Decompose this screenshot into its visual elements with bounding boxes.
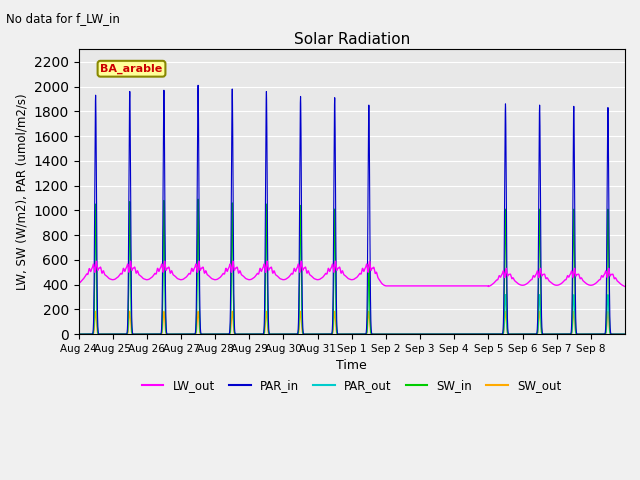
Text: BA_arable: BA_arable xyxy=(100,63,163,74)
Line: PAR_out: PAR_out xyxy=(79,199,625,334)
PAR_out xyxy=(194,196,202,202)
PAR_in xyxy=(225,331,233,336)
Title: Solar Radiation: Solar Radiation xyxy=(294,32,410,47)
X-axis label: Time: Time xyxy=(337,360,367,372)
SW_in xyxy=(263,217,271,223)
PAR_out xyxy=(575,331,582,337)
PAR_out xyxy=(497,331,505,337)
SW_out xyxy=(124,331,131,337)
PAR_out xyxy=(75,331,83,337)
Y-axis label: LW, SW (W/m2), PAR (umol/m2/s): LW, SW (W/m2), PAR (umol/m2/s) xyxy=(15,94,28,290)
SW_out xyxy=(538,329,545,335)
SW_in xyxy=(497,331,505,337)
PAR_in xyxy=(497,331,505,337)
PAR_in xyxy=(124,327,131,333)
PAR_in xyxy=(263,112,271,118)
Text: No data for f_LW_in: No data for f_LW_in xyxy=(6,12,120,25)
LW_out xyxy=(75,281,83,287)
Line: SW_out: SW_out xyxy=(79,312,625,334)
PAR_in xyxy=(75,331,83,337)
LW_out xyxy=(225,264,233,270)
LW_out xyxy=(263,260,271,265)
SW_in xyxy=(621,331,629,337)
SW_out xyxy=(225,331,233,337)
PAR_in xyxy=(575,331,582,337)
SW_out xyxy=(621,331,629,337)
PAR_out xyxy=(124,331,131,336)
SW_out xyxy=(92,309,99,314)
LW_out xyxy=(538,271,545,276)
PAR_out xyxy=(538,326,545,332)
SW_in xyxy=(225,331,233,337)
SW_out xyxy=(75,331,83,337)
PAR_out xyxy=(225,331,233,337)
Line: LW_out: LW_out xyxy=(79,261,625,287)
LW_out xyxy=(124,262,131,267)
LW_out xyxy=(497,273,505,278)
SW_in xyxy=(194,196,202,202)
SW_in xyxy=(75,331,83,337)
PAR_in xyxy=(621,331,629,337)
Legend: LW_out, PAR_in, PAR_out, SW_in, SW_out: LW_out, PAR_in, PAR_out, SW_in, SW_out xyxy=(138,374,566,396)
SW_out xyxy=(263,311,271,317)
SW_in xyxy=(538,316,545,322)
PAR_in xyxy=(194,83,202,88)
SW_out xyxy=(497,331,505,337)
Line: SW_in: SW_in xyxy=(79,199,625,334)
LW_out xyxy=(621,284,629,289)
PAR_out xyxy=(263,217,271,223)
PAR_out xyxy=(621,331,629,337)
SW_out xyxy=(575,331,582,337)
Line: PAR_in: PAR_in xyxy=(79,85,625,334)
LW_out xyxy=(575,271,582,277)
LW_out xyxy=(127,258,134,264)
SW_in xyxy=(575,331,582,337)
PAR_in xyxy=(538,290,545,296)
SW_in xyxy=(124,331,131,336)
